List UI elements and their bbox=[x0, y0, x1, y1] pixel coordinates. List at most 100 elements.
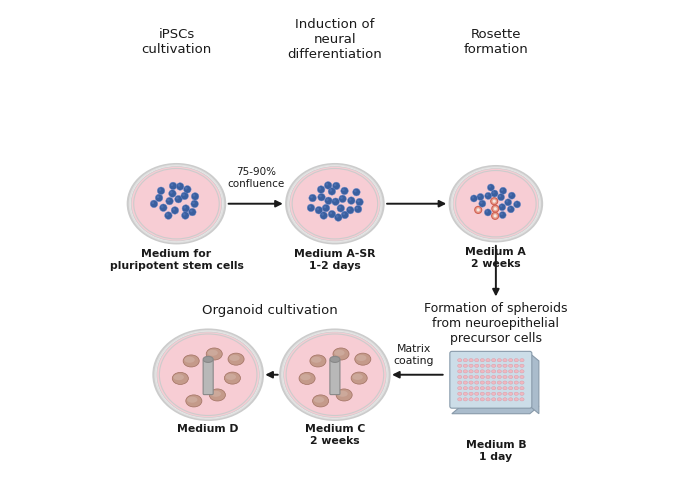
Circle shape bbox=[346, 206, 354, 214]
Circle shape bbox=[167, 199, 169, 201]
Circle shape bbox=[324, 182, 332, 189]
Ellipse shape bbox=[229, 355, 239, 361]
Circle shape bbox=[185, 187, 188, 190]
Circle shape bbox=[492, 205, 499, 212]
Circle shape bbox=[335, 214, 342, 221]
Ellipse shape bbox=[520, 359, 524, 362]
Ellipse shape bbox=[458, 364, 462, 367]
Circle shape bbox=[315, 206, 323, 214]
Circle shape bbox=[341, 187, 349, 195]
Ellipse shape bbox=[351, 372, 368, 384]
Circle shape bbox=[164, 212, 172, 219]
Circle shape bbox=[323, 206, 326, 208]
Circle shape bbox=[477, 194, 484, 201]
Ellipse shape bbox=[469, 364, 473, 367]
Ellipse shape bbox=[497, 364, 501, 367]
Text: iPSCs
cultivation: iPSCs cultivation bbox=[141, 28, 211, 56]
Circle shape bbox=[491, 198, 498, 205]
Ellipse shape bbox=[463, 375, 468, 379]
Ellipse shape bbox=[508, 387, 513, 390]
Ellipse shape bbox=[206, 348, 223, 360]
Polygon shape bbox=[530, 354, 539, 413]
Ellipse shape bbox=[186, 395, 202, 407]
Circle shape bbox=[494, 207, 497, 210]
Ellipse shape bbox=[475, 398, 479, 401]
Circle shape bbox=[159, 188, 161, 191]
Ellipse shape bbox=[475, 370, 479, 373]
Ellipse shape bbox=[469, 387, 473, 390]
Circle shape bbox=[191, 193, 199, 200]
Circle shape bbox=[178, 184, 181, 187]
Ellipse shape bbox=[497, 359, 501, 362]
FancyBboxPatch shape bbox=[203, 360, 214, 394]
Circle shape bbox=[338, 206, 341, 209]
Ellipse shape bbox=[497, 398, 501, 401]
Ellipse shape bbox=[480, 387, 484, 390]
Circle shape bbox=[166, 197, 174, 205]
Circle shape bbox=[318, 194, 326, 201]
Ellipse shape bbox=[451, 166, 541, 241]
Ellipse shape bbox=[289, 166, 381, 242]
Circle shape bbox=[347, 197, 355, 204]
Ellipse shape bbox=[187, 397, 197, 403]
Ellipse shape bbox=[469, 359, 473, 362]
Ellipse shape bbox=[281, 330, 389, 420]
Circle shape bbox=[170, 191, 173, 194]
Ellipse shape bbox=[486, 375, 490, 379]
Ellipse shape bbox=[355, 353, 371, 365]
Circle shape bbox=[157, 196, 160, 198]
Ellipse shape bbox=[508, 375, 513, 379]
Circle shape bbox=[320, 212, 328, 219]
Circle shape bbox=[478, 195, 481, 197]
Circle shape bbox=[318, 187, 321, 190]
Ellipse shape bbox=[475, 392, 479, 395]
Circle shape bbox=[356, 198, 363, 206]
Ellipse shape bbox=[503, 387, 507, 390]
Circle shape bbox=[349, 198, 351, 201]
Circle shape bbox=[500, 213, 503, 215]
Ellipse shape bbox=[508, 381, 513, 384]
Ellipse shape bbox=[491, 370, 496, 373]
Ellipse shape bbox=[520, 398, 524, 401]
Ellipse shape bbox=[310, 355, 326, 367]
Ellipse shape bbox=[283, 331, 387, 418]
Text: Organoid cultivation: Organoid cultivation bbox=[202, 304, 337, 317]
Ellipse shape bbox=[183, 355, 199, 367]
Circle shape bbox=[493, 200, 496, 203]
Ellipse shape bbox=[458, 370, 462, 373]
Ellipse shape bbox=[475, 364, 479, 367]
Text: 75-90%
confluence: 75-90% confluence bbox=[227, 167, 284, 189]
Circle shape bbox=[337, 205, 344, 212]
FancyBboxPatch shape bbox=[330, 360, 340, 394]
Ellipse shape bbox=[503, 359, 507, 362]
Ellipse shape bbox=[469, 375, 473, 379]
Ellipse shape bbox=[154, 330, 262, 420]
Ellipse shape bbox=[491, 381, 496, 384]
Ellipse shape bbox=[469, 381, 473, 384]
Circle shape bbox=[342, 189, 344, 191]
Ellipse shape bbox=[184, 357, 195, 363]
Circle shape bbox=[514, 201, 521, 208]
Ellipse shape bbox=[480, 370, 484, 373]
Circle shape bbox=[498, 194, 505, 201]
Ellipse shape bbox=[352, 374, 363, 380]
Circle shape bbox=[489, 185, 491, 188]
Text: Matrix
coating: Matrix coating bbox=[393, 344, 434, 366]
Ellipse shape bbox=[130, 166, 223, 242]
Ellipse shape bbox=[469, 370, 473, 373]
Ellipse shape bbox=[514, 387, 519, 390]
Ellipse shape bbox=[497, 370, 501, 373]
Circle shape bbox=[171, 207, 178, 214]
Circle shape bbox=[492, 191, 495, 194]
Ellipse shape bbox=[520, 392, 524, 395]
Ellipse shape bbox=[480, 381, 484, 384]
Circle shape bbox=[322, 204, 330, 212]
Circle shape bbox=[500, 205, 503, 207]
Ellipse shape bbox=[287, 164, 383, 243]
Ellipse shape bbox=[337, 391, 348, 397]
Circle shape bbox=[182, 205, 190, 212]
Circle shape bbox=[183, 186, 191, 193]
Circle shape bbox=[328, 210, 336, 218]
Circle shape bbox=[161, 205, 164, 208]
Ellipse shape bbox=[463, 370, 468, 373]
